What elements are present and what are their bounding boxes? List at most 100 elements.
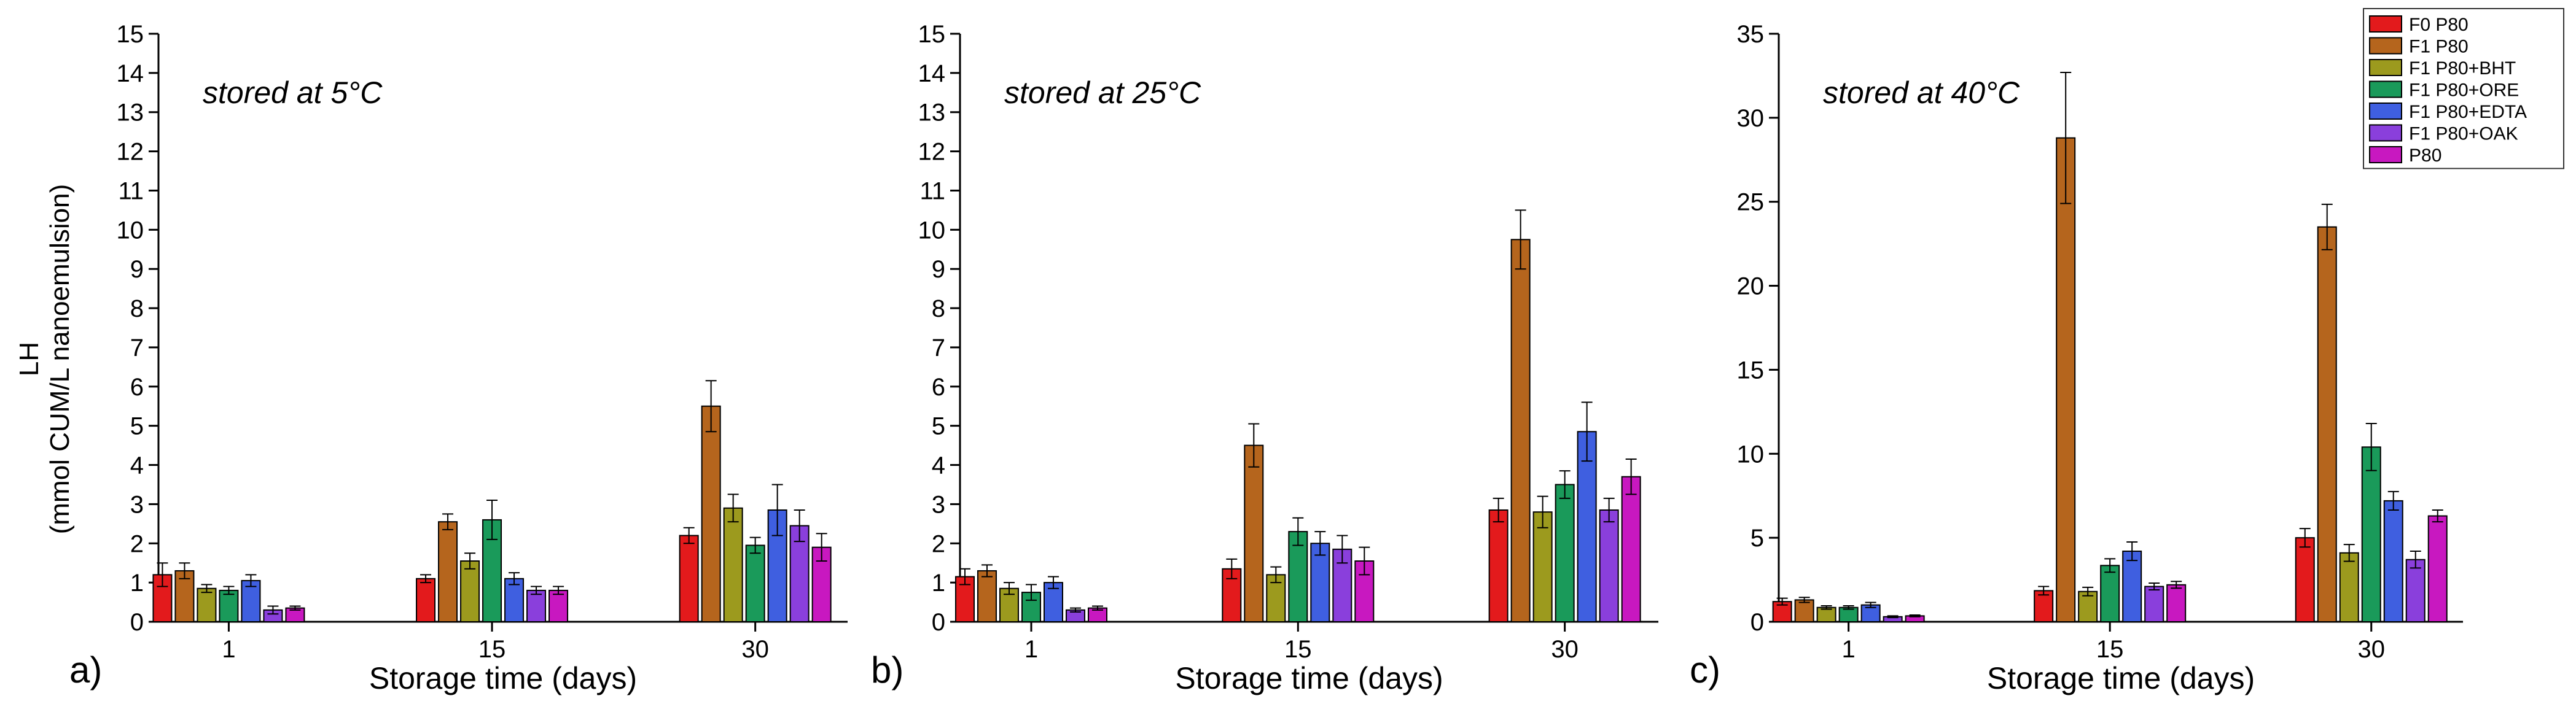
y-tick-label: 4 (130, 452, 144, 479)
y-tick-label: 5 (932, 413, 945, 440)
y-tick-label: 14 (117, 60, 144, 87)
bar-f1-p80-edta-day-1 (1043, 582, 1063, 623)
bar-f1-p80-ore-day-1 (219, 589, 239, 623)
legend-label: F1 P80+BHT (2409, 58, 2516, 79)
bar-f1-p80-edta-day-15 (2122, 551, 2142, 622)
y-axis-title: LH (mmol CUM/L nanoemulsion) (14, 184, 75, 535)
bar-f1-p80-edta-day-30 (2383, 500, 2403, 622)
bar-f1-p80-oak-day-30 (1599, 509, 1619, 622)
legend-swatch (2369, 80, 2402, 98)
x-axis-title: Storage time (days) (1175, 661, 1443, 695)
panel-label: c) (1690, 649, 1720, 691)
y-tick-label: 15 (1737, 357, 1765, 384)
y-tick-label: 1 (932, 570, 945, 597)
bar-f0-p80-day-15 (2034, 590, 2054, 622)
y-tick-label: 35 (1737, 21, 1765, 48)
legend-swatch (2369, 103, 2402, 120)
bar-f1-p80-day-1 (174, 570, 195, 622)
legend-swatch (2369, 59, 2402, 76)
y-tick-label: 5 (130, 413, 144, 440)
bar-f0-p80-day-30 (2295, 537, 2315, 623)
bar-f1-p80-oak-day-15 (2144, 586, 2164, 623)
legend-label: F1 P80 (2409, 37, 2469, 57)
bar-f1-p80-ore-day-30 (745, 544, 765, 623)
y-tick-label: 10 (918, 217, 946, 244)
bar-f1-p80-day-15 (1244, 444, 1264, 622)
x-tick-label: 1 (1842, 636, 1856, 663)
y-tick-label: 3 (130, 491, 144, 518)
y-tick-label: 8 (932, 295, 945, 322)
panel-title: stored at 40°C (1823, 75, 2020, 110)
bar-f0-p80-day-30 (679, 535, 699, 623)
y-tick-label: 6 (130, 374, 144, 401)
bar-f1-p80-ore-day-30 (2361, 446, 2381, 623)
legend-swatch (2369, 124, 2402, 142)
x-tick-label: 15 (2096, 636, 2124, 663)
x-tick-label: 30 (741, 636, 769, 663)
bar-f1-p80-day-1 (977, 570, 997, 622)
y-tick-label: 2 (932, 530, 945, 557)
y-tick-label: 0 (130, 609, 144, 636)
legend-label: F1 P80+OAK (2409, 124, 2518, 144)
y-tick-label: 8 (130, 295, 144, 322)
y-tick-label: 10 (1737, 441, 1765, 468)
y-tick-label: 6 (932, 374, 945, 401)
y-tick-label: 13 (918, 99, 946, 126)
y-tick-label: 14 (918, 60, 946, 87)
panel-title: stored at 5°C (203, 75, 383, 110)
x-tick-label: 1 (1025, 636, 1038, 663)
bar-f1-p80-day-15 (2056, 137, 2076, 622)
bar-f1-p80-bht-day-1 (197, 587, 217, 622)
y-tick-label: 9 (130, 256, 144, 283)
y-tick-label: 15 (117, 21, 144, 48)
bar-p80-day-30 (2427, 515, 2448, 622)
bar-f1-p80-bht-day-30 (1532, 511, 1553, 622)
y-tick-label: 11 (919, 177, 945, 204)
y-tick-label: 15 (918, 21, 946, 48)
bar-f1-p80-ore-day-15 (2100, 565, 2120, 623)
bar-f1-p80-edta-day-30 (1577, 431, 1597, 622)
x-tick-label: 1 (222, 636, 235, 663)
y-tick-label: 12 (918, 139, 946, 166)
panel-label: a) (69, 649, 102, 691)
bar-f1-p80-bht-day-15 (460, 560, 480, 622)
chart-panel-3: 0 5 10 15 20 25 30 35 1 15 30 Storage time (days) c)… (1690, 21, 2463, 695)
bar-f1-p80-ore-day-15 (1288, 531, 1308, 623)
y-tick-label: 20 (1737, 273, 1765, 300)
bar-f1-p80-day-1 (1794, 599, 1814, 622)
bar-p80-day-15 (548, 589, 569, 623)
bar-p80-day-15 (2166, 584, 2187, 622)
y-tick-label: 25 (1737, 189, 1765, 216)
y-tick-label: 12 (117, 139, 144, 166)
y-tick-label: 3 (932, 491, 945, 518)
legend-label: F1 P80+EDTA (2409, 102, 2527, 122)
bar-f1-p80-bht-day-30 (723, 507, 743, 623)
panel-title: stored at 25°C (1004, 75, 1201, 110)
bar-f1-p80-ore-day-30 (1555, 484, 1575, 623)
x-tick-label: 15 (478, 636, 506, 663)
y-axis-title-line2: (mmol CUM/L nanoemulsion) (45, 184, 75, 535)
bar-f0-p80-day-15 (416, 578, 436, 622)
y-tick-label: 0 (932, 609, 945, 636)
x-tick-label: 30 (1551, 636, 1579, 663)
y-tick-label: 2 (130, 530, 144, 557)
legend-swatch (2369, 146, 2402, 163)
panel-label: b) (871, 649, 904, 691)
y-axis-title-line1: LH (14, 342, 44, 376)
y-tick-label: 7 (932, 335, 945, 362)
legend-label: F0 P80 (2409, 15, 2469, 35)
x-tick-label: 15 (1284, 636, 1312, 663)
bar-f0-p80-day-30 (1488, 509, 1509, 622)
y-tick-label: 11 (118, 177, 144, 204)
y-tick-label: 4 (932, 452, 945, 479)
bar-f1-p80-oak-day-15 (526, 589, 547, 623)
bar-p80-day-30 (1621, 476, 1641, 623)
bar-f1-p80-oak-day-30 (2405, 559, 2426, 622)
legend-swatch (2369, 37, 2402, 55)
bar-f1-p80-day-30 (2317, 226, 2337, 622)
legend-label: P80 (2409, 145, 2441, 166)
